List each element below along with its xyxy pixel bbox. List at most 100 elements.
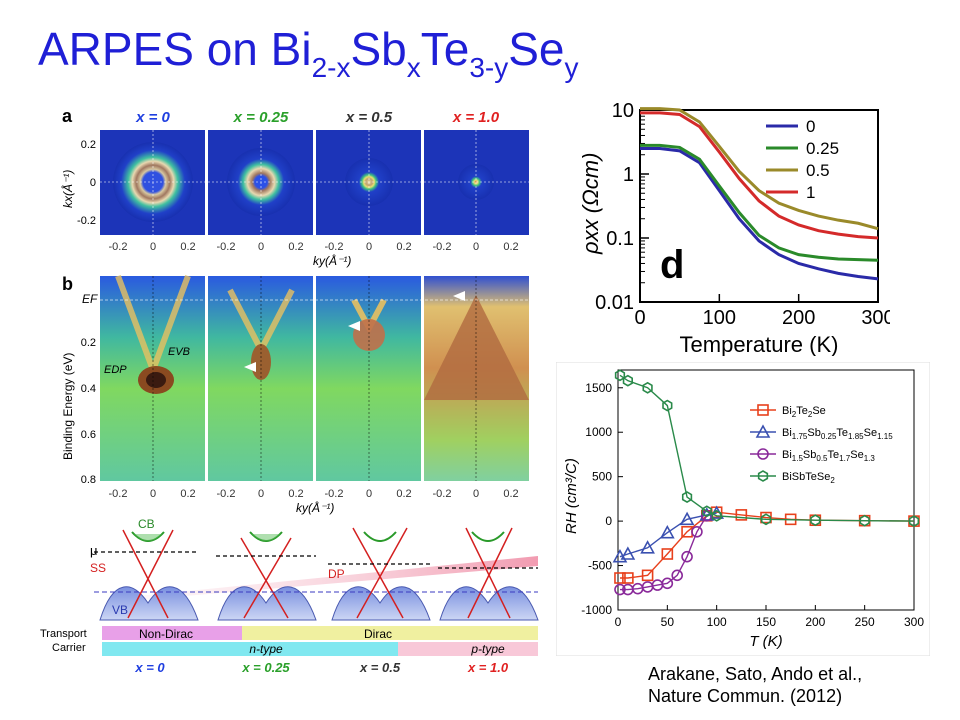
a-xtick: 0 <box>366 241 372 253</box>
data-point <box>810 514 821 527</box>
data-point <box>614 572 626 584</box>
binding-energy-label: Binding Energy (eV) <box>61 353 75 460</box>
data-point <box>681 550 693 563</box>
data-point <box>671 569 683 582</box>
data-point <box>614 583 626 596</box>
data-point <box>661 548 674 560</box>
data-point <box>661 577 674 590</box>
ss-label: SS <box>90 561 106 575</box>
legend-label: Bi1.5Sb0.5Te1.7Se1.3 <box>782 449 875 463</box>
b-xtick: 0.2 <box>503 488 518 500</box>
b-xtick: -0.2 <box>109 488 128 500</box>
y-tick-label: 10 <box>612 100 634 122</box>
a-xtick: -0.2 <box>433 241 452 253</box>
x-axis-label: T (K) <box>749 633 782 650</box>
data-point <box>659 524 675 539</box>
series-line-0 <box>640 147 879 281</box>
fermi-surface-map-3 <box>424 130 529 235</box>
series-line-3 <box>619 374 915 522</box>
transport-label: Transport <box>40 628 87 640</box>
cb-label: CB <box>138 518 155 531</box>
legend-marker <box>757 404 769 416</box>
a-xtick: 0 <box>150 241 156 253</box>
legend-label: 0.5 <box>806 161 830 180</box>
x-tick-label: 100 <box>707 615 727 629</box>
panel-a-label: a <box>62 106 73 126</box>
x-tick-label: 100 <box>703 307 736 329</box>
x-tick-label: 0 <box>615 615 622 629</box>
legend-label: Bi1.75Sb0.25Te1.85Se1.15 <box>782 427 893 441</box>
b-xtick: -0.2 <box>325 488 344 500</box>
data-point <box>641 569 654 582</box>
y-tick-label: 1 <box>623 164 634 186</box>
data-point <box>681 491 693 504</box>
citation: Arakane, Sato, Ando et al., Nature Commu… <box>648 663 862 707</box>
nondirac-label: Non-Dirac <box>139 627 193 641</box>
legend-marker <box>757 448 769 460</box>
band-map-1 <box>208 276 313 481</box>
y-tick-label: 1000 <box>585 425 612 439</box>
citation-line-2: Nature Commun. (2012) <box>648 686 843 706</box>
ntype-label: n-type <box>249 642 283 656</box>
data-point <box>735 509 748 521</box>
x-tick-label: 300 <box>904 615 924 629</box>
vb-label: VB <box>112 603 128 617</box>
citation-line-1: Arakane, Sato, Ando et al., <box>648 664 863 684</box>
legend-marker <box>757 470 769 482</box>
y-tick-label: 0 <box>605 514 612 528</box>
y-tick-label: 500 <box>592 470 612 484</box>
data-point <box>691 525 703 538</box>
a-xtick: 0.2 <box>396 241 411 253</box>
data-point <box>859 514 870 527</box>
series-line-1 <box>619 512 717 558</box>
b-ytick-0: 0.2 <box>81 337 96 349</box>
arpes-figure: a b x = 0 x = 0.25 x = 0.5 x = 1.0 kx(Å⁻… <box>58 100 540 520</box>
data-point <box>614 369 626 382</box>
a-xtick: 0.2 <box>180 241 195 253</box>
b-xtick: 0.2 <box>180 488 195 500</box>
x-label-0: x = 0 <box>135 109 170 126</box>
chart-background <box>556 362 930 656</box>
band-map-0 <box>100 274 205 481</box>
schematic-x-0: x = 0 <box>134 660 165 675</box>
series-line-1 <box>640 143 879 262</box>
band-schematic: CB μ SS DP VB Transport Carrier Non-Dira… <box>38 518 544 690</box>
band-map-2 <box>316 276 421 481</box>
ky-axis-label-b: ky(Å⁻¹) <box>296 500 334 515</box>
ef-label: EF <box>82 292 98 306</box>
data-point <box>679 511 695 526</box>
x-label-1: x = 0.25 <box>233 109 289 126</box>
b-ytick-3: 0.8 <box>81 474 96 486</box>
panel-b-label: b <box>62 274 73 294</box>
a-xtick: -0.2 <box>325 241 344 253</box>
fermi-surface-map-0 <box>100 130 205 235</box>
data-point <box>760 513 772 526</box>
y-tick-label: 0.01 <box>595 292 634 314</box>
legend-label: 0.25 <box>806 139 839 158</box>
a-xtick: -0.2 <box>109 241 128 253</box>
dirac-label: Dirac <box>364 627 392 641</box>
x-tick-label: 0 <box>634 307 645 329</box>
series-line-3 <box>640 111 879 240</box>
b-xtick: 0 <box>258 488 264 500</box>
data-point <box>640 540 655 554</box>
y-tick-label: -1000 <box>581 603 612 617</box>
legend-label: 1 <box>806 183 815 202</box>
data-point <box>622 374 633 387</box>
legend-label: Bi2Te2Se <box>782 405 826 419</box>
x-label-2: x = 0.5 <box>345 109 393 126</box>
panel-d-label: d <box>660 243 684 287</box>
x-tick-label: 300 <box>861 307 890 329</box>
b-xtick: -0.2 <box>433 488 452 500</box>
legend-label: BiSbTeSe2 <box>782 471 835 485</box>
y-axis-label: RH (cm³/C) <box>563 458 580 534</box>
plot-frame <box>639 109 879 303</box>
ptype-label: p-type <box>470 642 505 656</box>
a-ytick-2: -0.2 <box>77 215 96 227</box>
b-xtick: 0 <box>473 488 479 500</box>
b-xtick: 0.2 <box>288 488 303 500</box>
schematic-x-2: x = 0.5 <box>359 660 401 675</box>
data-point <box>711 509 722 522</box>
